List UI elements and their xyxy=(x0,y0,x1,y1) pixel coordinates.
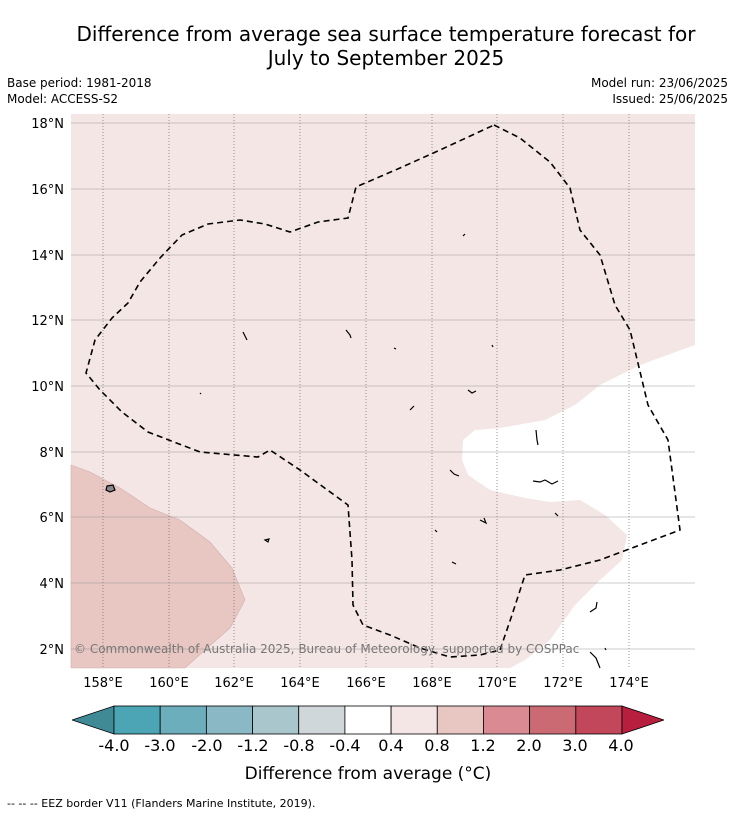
lat-label: 18°N xyxy=(31,117,64,132)
colorbar-tick: 2.0 xyxy=(516,736,542,755)
colorbar xyxy=(72,705,664,735)
colorbar-tick: 3.0 xyxy=(562,736,588,755)
lat-label: 14°N xyxy=(31,249,64,264)
lon-label: 174°E xyxy=(609,676,649,691)
colorbar-segment xyxy=(436,705,484,735)
lon-labels: 158°E 160°E 162°E 164°E 166°E 168°E 170°… xyxy=(83,676,649,691)
lat-label: 8°N xyxy=(40,446,65,461)
colorbar-title: Difference from average (°C) xyxy=(244,764,492,784)
colorbar-segment xyxy=(483,705,531,735)
lon-label: 164°E xyxy=(280,676,320,691)
warm-anomaly-region xyxy=(70,464,246,669)
eez-footnote: -- -- -- EEZ border V11 (Flanders Marine… xyxy=(7,797,316,810)
lat-label: 10°N xyxy=(31,380,64,395)
meta-left: Base period: 1981-2018 Model: ACCESS-S2 xyxy=(7,75,152,107)
model-name: Model: ACCESS-S2 xyxy=(7,92,119,106)
colorbar-tick: 4.0 xyxy=(608,736,634,755)
issued-date: Issued: 25/06/2025 xyxy=(612,92,728,106)
neutral-anomaly-region xyxy=(462,345,695,668)
colorbar-tick: 1.2 xyxy=(470,736,496,755)
colorbar-segment xyxy=(159,705,207,735)
colorbar-tick: -2.0 xyxy=(191,736,223,755)
lon-label: 170°E xyxy=(477,676,517,691)
colorbar-extend-high xyxy=(621,705,664,735)
colorbar-tick: -0.4 xyxy=(329,736,361,755)
colorbar-segment xyxy=(298,705,346,735)
lon-label: 162°E xyxy=(214,676,254,691)
lat-labels: 18°N 16°N 14°N 12°N 10°N 8°N 6°N 4°N 2°N xyxy=(31,117,64,658)
colorbar-tick: -1.2 xyxy=(237,736,269,755)
eez-border xyxy=(85,124,681,658)
gridlines xyxy=(102,114,630,668)
colorbar-segment xyxy=(205,705,253,735)
lat-label: 12°N xyxy=(31,314,64,329)
colorbar-segment xyxy=(252,705,300,735)
lat-gridlines xyxy=(71,122,695,650)
colorbar-tick: -3.0 xyxy=(144,736,176,755)
meta-right: Model run: 23/06/2025 Issued: 25/06/2025 xyxy=(591,75,728,107)
lon-label: 160°E xyxy=(149,676,189,691)
lon-label: 172°E xyxy=(543,676,583,691)
colorbar-tick: 0.4 xyxy=(378,736,404,755)
colorbar-segment xyxy=(113,705,161,735)
islands xyxy=(105,233,607,669)
colorbar-segment xyxy=(390,705,438,735)
title-line-2: July to September 2025 xyxy=(267,46,505,70)
base-period: Base period: 1981-2018 xyxy=(7,76,152,90)
colorbar-tick: -4.0 xyxy=(98,736,130,755)
model-run: Model run: 23/06/2025 xyxy=(590,76,728,90)
colorbar-segment xyxy=(344,705,392,735)
map: © Commonwealth of Australia 2025, Bureau… xyxy=(31,114,695,691)
colorbar-segment xyxy=(529,705,577,735)
colorbar-tick: -0.8 xyxy=(283,736,315,755)
map-title: Difference from average sea surface temp… xyxy=(40,22,732,70)
colorbar-tick: 0.8 xyxy=(424,736,450,755)
lat-label: 6°N xyxy=(40,511,65,526)
colorbar-segments xyxy=(113,705,623,735)
lat-label: 4°N xyxy=(40,577,65,592)
lon-label: 166°E xyxy=(346,676,386,691)
lon-label: 158°E xyxy=(83,676,123,691)
lat-label: 16°N xyxy=(31,183,64,198)
copyright-notice: © Commonwealth of Australia 2025, Bureau… xyxy=(74,642,579,656)
lon-label: 168°E xyxy=(412,676,452,691)
lat-label: 2°N xyxy=(40,643,65,658)
colorbar-extend-low xyxy=(72,705,115,735)
colorbar-segment xyxy=(575,705,623,735)
title-line-1: Difference from average sea surface temp… xyxy=(76,22,696,46)
